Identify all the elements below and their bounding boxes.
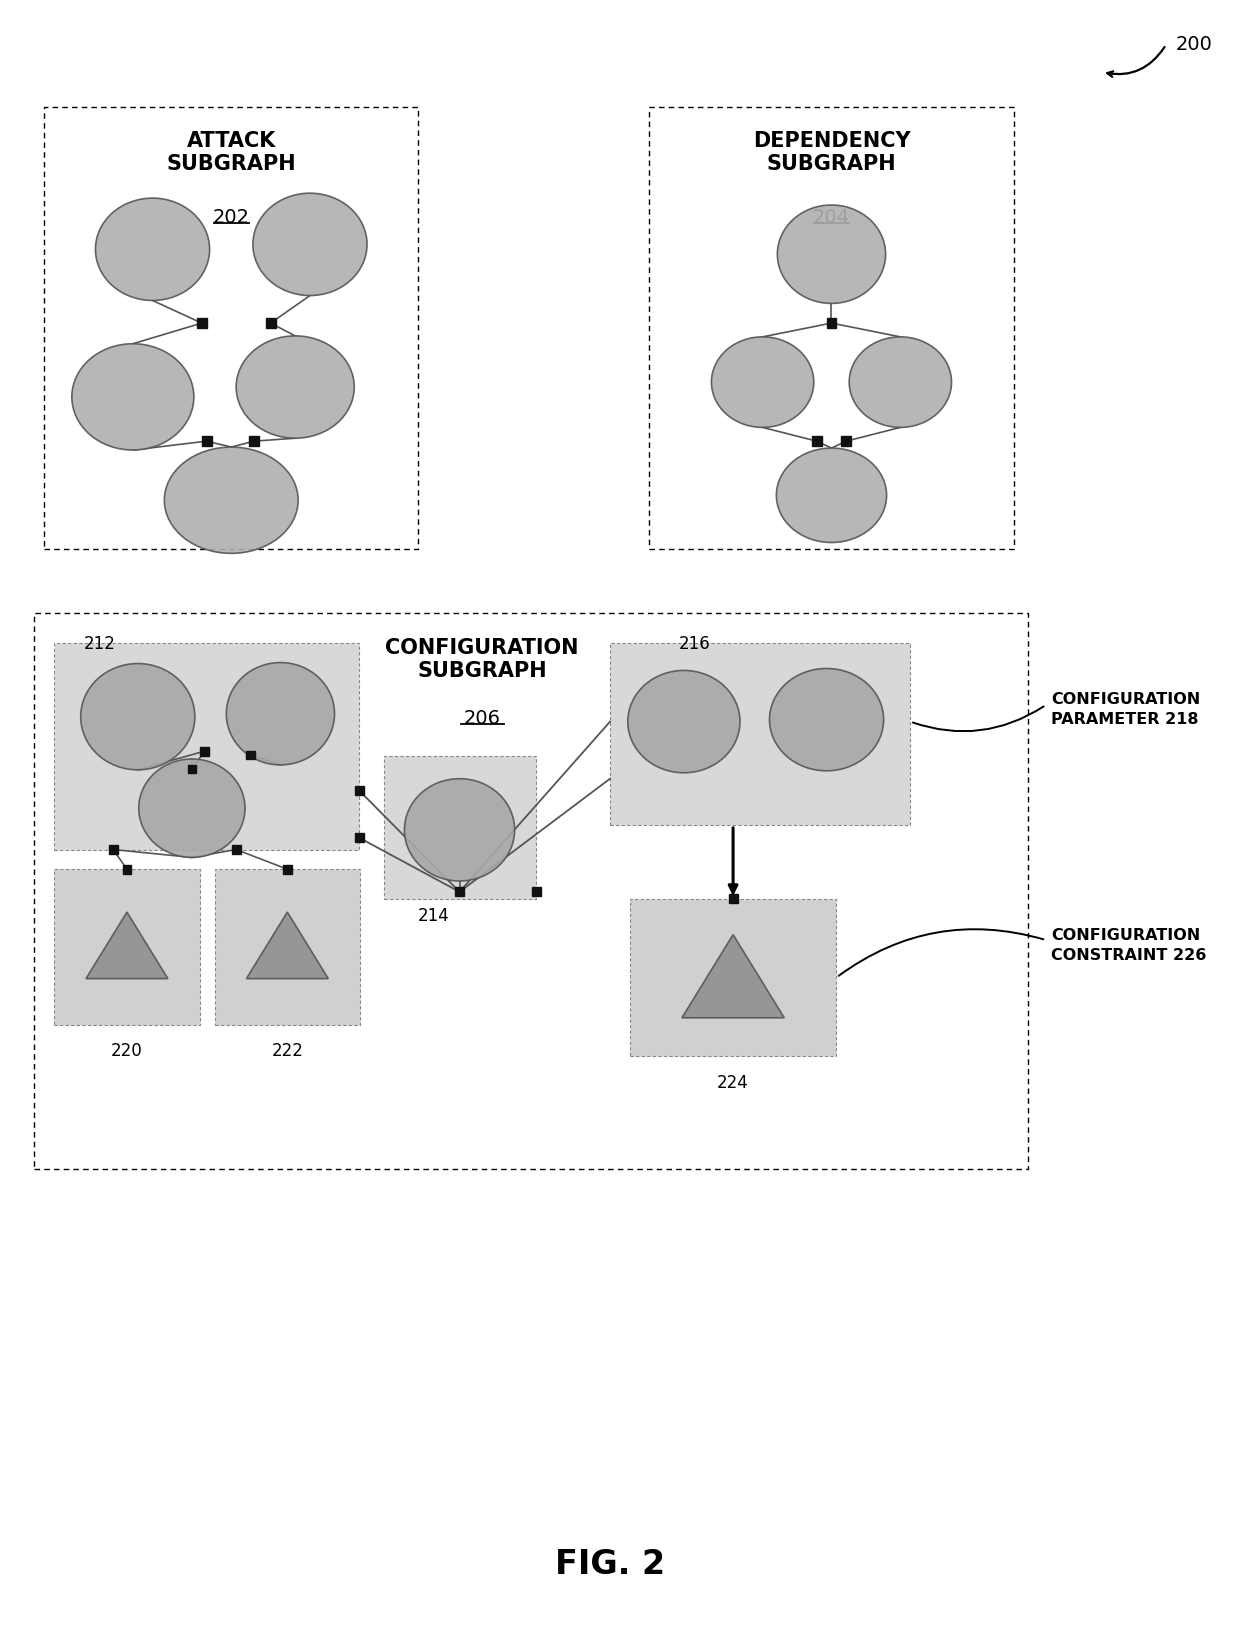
Text: 200: 200 [1176,34,1213,54]
Bar [247,750,255,760]
Bar [610,643,910,825]
Text: CONFIGURATION: CONFIGURATION [1052,929,1200,944]
Bar [55,870,200,1024]
Bar [841,437,851,446]
Ellipse shape [95,199,210,300]
Ellipse shape [777,205,885,304]
Ellipse shape [770,668,884,771]
Text: 222: 222 [272,1042,304,1060]
Polygon shape [86,912,167,978]
Bar [35,614,1028,1170]
Bar [455,888,464,896]
Ellipse shape [139,760,246,857]
Text: 204: 204 [813,208,849,226]
Bar [249,437,259,446]
Bar [355,786,363,794]
Bar [45,107,418,550]
Text: 202: 202 [213,208,249,226]
Text: FIG. 2: FIG. 2 [556,1547,665,1582]
Bar [650,107,1013,550]
Bar [200,747,210,755]
Ellipse shape [81,663,195,770]
Text: CONSTRAINT 226: CONSTRAINT 226 [1052,948,1207,963]
Bar [232,845,241,853]
Bar [532,888,541,896]
Ellipse shape [776,448,887,543]
Text: ATTACK
SUBGRAPH: ATTACK SUBGRAPH [166,131,296,174]
Text: DEPENDENCY
SUBGRAPH: DEPENDENCY SUBGRAPH [753,131,910,174]
Bar [729,894,738,903]
Text: CONFIGURATION
SUBGRAPH: CONFIGURATION SUBGRAPH [386,638,579,681]
Bar [188,765,196,773]
Ellipse shape [404,779,515,881]
Ellipse shape [227,663,335,765]
Ellipse shape [253,194,367,295]
Bar [827,318,837,328]
Text: PARAMETER 218: PARAMETER 218 [1052,712,1198,727]
Ellipse shape [627,671,740,773]
Bar [109,845,118,853]
Text: 214: 214 [418,906,450,924]
Bar [202,437,212,446]
Bar [55,643,360,850]
Text: 212: 212 [83,635,115,653]
Ellipse shape [849,336,951,427]
Text: 216: 216 [680,635,711,653]
Text: 206: 206 [464,709,501,729]
Bar [383,757,536,899]
Text: 224: 224 [717,1073,749,1091]
Text: CONFIGURATION: CONFIGURATION [1052,693,1200,707]
Bar [215,870,360,1024]
Bar [812,437,822,446]
Text: 220: 220 [112,1042,143,1060]
Bar [355,834,363,842]
Ellipse shape [236,336,355,438]
Bar [630,899,837,1057]
Bar [265,318,275,328]
Ellipse shape [165,446,298,553]
Bar [123,865,131,873]
Bar [197,318,207,328]
Ellipse shape [72,343,193,450]
Ellipse shape [712,336,813,427]
Bar [283,865,291,873]
Polygon shape [682,935,784,1017]
Polygon shape [247,912,329,978]
